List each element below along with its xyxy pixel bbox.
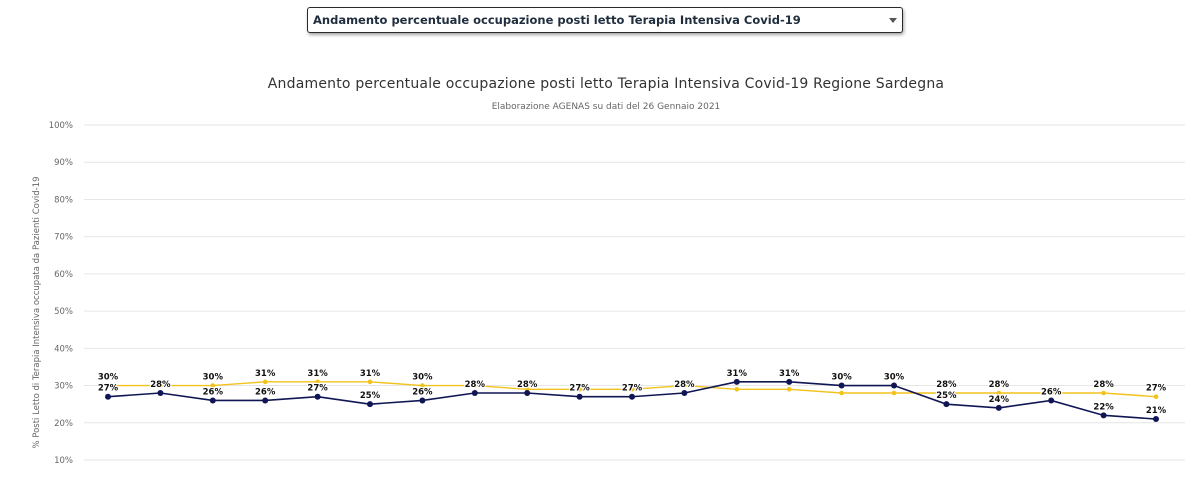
data-point-navy [1100,412,1107,419]
data-point-navy [838,382,845,389]
data-point-yellow [682,383,687,388]
data-point-yellow [891,390,897,396]
data-point-navy [995,404,1002,411]
y-axis-label: % Posti Letto di Terapia Intensiva occup… [32,176,42,448]
chart-subtitle: Elaborazione AGENAS su dati del 26 Genna… [491,102,721,112]
y-tick-label: 100% [49,121,73,131]
data-point-navy [471,390,478,396]
data-point-navy [1048,397,1055,404]
data-label: 30% [412,373,433,383]
data-label: 26% [412,387,433,397]
data-label: 24% [989,395,1010,405]
data-point-yellow [944,390,949,396]
data-point-navy [524,390,531,396]
data-label: 27% [569,384,590,394]
data-point-navy [943,401,950,408]
data-label: 28% [936,380,957,390]
data-point-navy [681,390,688,396]
y-tick-label: 80% [54,195,73,205]
y-tick-label: 50% [54,307,73,317]
data-point-yellow [629,386,635,392]
data-label: 30% [831,373,852,383]
y-tick-label: 90% [54,158,73,168]
data-point-yellow [839,390,844,396]
data-label: 25% [360,391,381,401]
data-point-yellow [158,383,163,388]
data-point-yellow [472,383,478,388]
data-label: 28% [989,380,1010,390]
chevron-down-icon [889,18,897,23]
data-label: 30% [203,373,224,383]
data-label: 31% [307,369,328,379]
data-label: 30% [884,373,905,383]
data-label: 26% [1041,387,1062,397]
data-label: 27% [1146,384,1167,394]
data-point-navy [576,393,583,400]
data-point-navy [367,401,373,408]
data-point-navy [419,397,426,404]
data-point-navy [157,390,164,396]
data-point-yellow [367,379,373,385]
data-label: 22% [1093,402,1114,412]
data-label: 31% [255,369,276,379]
data-label: 27% [622,384,643,394]
data-point-navy [105,393,111,400]
data-point-yellow [420,383,425,388]
data-point-yellow [315,379,320,385]
y-tick-label: 20% [54,419,73,429]
data-label: 28% [674,380,695,390]
data-label: 31% [779,369,800,379]
data-point-yellow [1048,390,1054,396]
y-tick-label: 10% [54,456,73,466]
data-label: 28% [150,380,171,390]
chart-selector-dropdown[interactable]: Andamento percentuale occupazione posti … [307,7,903,33]
y-tick-label: 40% [54,344,73,354]
data-label: 27% [98,384,119,394]
data-point-yellow [786,386,792,392]
data-point-yellow [262,379,268,385]
data-point-navy [1153,416,1159,423]
data-point-yellow [1101,390,1106,396]
data-point-yellow [210,383,216,388]
chart-selector-label: Andamento percentuale occupazione posti … [313,13,801,27]
data-point-navy [786,378,793,385]
data-label: 28% [517,380,538,390]
data-point-yellow [577,386,582,392]
data-point-navy [314,393,321,400]
data-point-navy [629,393,635,400]
data-label: 31% [727,369,748,379]
data-point-navy [891,382,897,389]
data-point-navy [262,397,269,404]
data-point-yellow [1153,394,1159,400]
data-label: 28% [465,380,486,390]
data-label: 26% [203,387,224,397]
data-point-yellow [734,386,740,392]
data-point-navy [209,397,216,404]
data-label: 26% [255,387,276,397]
data-label: 21% [1146,406,1167,416]
data-point-yellow [105,383,111,388]
data-label: 28% [1093,380,1114,390]
chart-title: Andamento percentuale occupazione posti … [267,76,945,92]
y-tick-label: 30% [54,382,73,392]
data-point-yellow [996,390,1002,396]
data-point-navy [733,378,740,385]
data-label: 27% [307,384,328,394]
y-tick-label: 70% [54,233,73,243]
data-label: 30% [98,373,119,383]
data-label: 31% [360,369,381,379]
y-tick-label: 60% [54,270,73,280]
data-label: 25% [936,391,957,401]
